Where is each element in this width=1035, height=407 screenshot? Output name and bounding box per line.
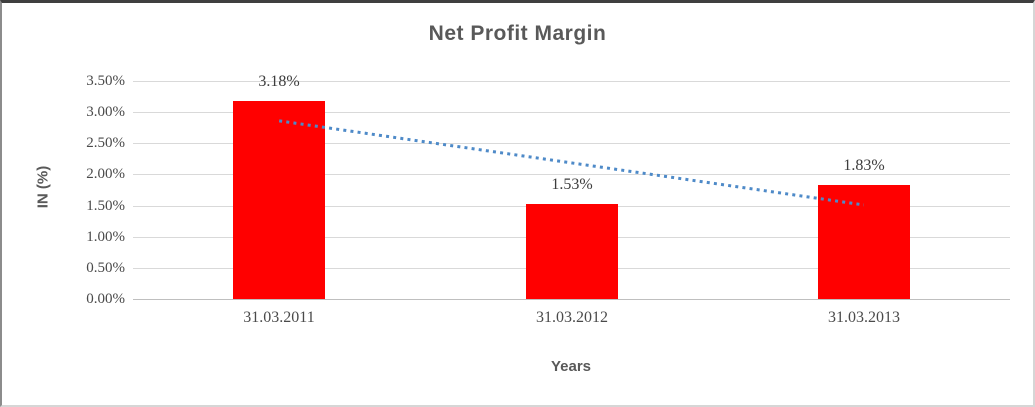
y-tick-label: 2.50%	[86, 135, 125, 151]
gridline	[133, 81, 1010, 82]
gridline	[133, 174, 1010, 175]
y-tick-label: 3.00%	[86, 104, 125, 120]
x-tick-label: 31.03.2013	[828, 309, 900, 326]
bar-31.03.2013	[818, 185, 910, 299]
y-tick-label: 3.50%	[86, 73, 125, 89]
bar-31.03.2011	[233, 101, 325, 299]
x-axis-title: Years	[550, 358, 592, 375]
y-tick-label: 2.00%	[86, 166, 125, 182]
chart-title: Net Profit Margin	[428, 22, 607, 45]
y-tick-label: 1.00%	[86, 229, 125, 245]
x-tick-label: 31.03.2011	[243, 309, 315, 326]
bar-data-label: 1.53%	[551, 176, 593, 193]
bar-data-label: 3.18%	[258, 73, 300, 90]
gridline	[133, 143, 1010, 144]
trendline	[278, 119, 865, 207]
y-tick-label: 1.50%	[86, 198, 125, 214]
x-axis-line	[133, 299, 1010, 300]
bar-31.03.2012	[526, 204, 618, 299]
plot-area: 0.00% 0.50% 1.00% 1.50% 2.00% 2.50% 3.00% 3.50%…	[2, 3, 1033, 405]
x-tick-label: 31.03.2012	[536, 309, 608, 326]
y-tick-label: 0.00%	[86, 291, 125, 307]
gridline	[133, 112, 1010, 113]
bar-data-label: 1.83%	[843, 157, 885, 174]
y-tick-label: 0.50%	[86, 260, 125, 276]
